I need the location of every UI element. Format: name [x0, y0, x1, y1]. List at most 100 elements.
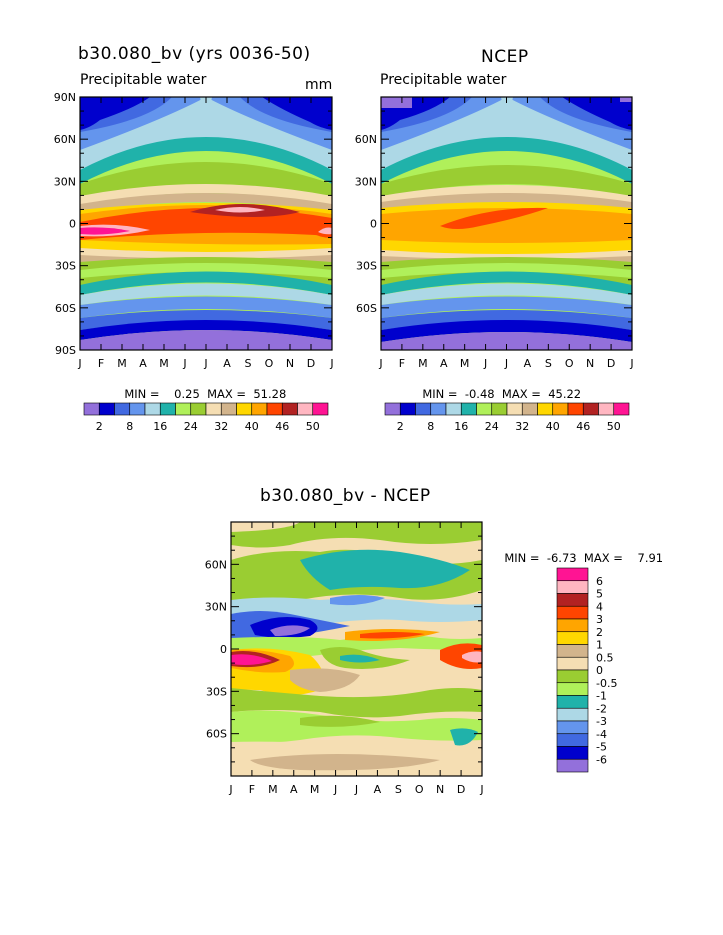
panel-b-colorbar-box [399, 402, 416, 416]
panel-c-xtick-label: S [395, 783, 402, 796]
panel-c-colorbar-label: -3 [596, 715, 607, 728]
panel-c-colorbar-label: -0.5 [596, 677, 617, 690]
panel-b-xtick-label: J [629, 357, 633, 370]
panel-b-title: NCEP [481, 47, 529, 67]
panel-a-xtick-label: J [329, 357, 333, 370]
panel-b-xtick-label: J [504, 357, 508, 370]
panel-a-xtick-label: D [307, 357, 315, 370]
panel-a-xtick-label: M [117, 357, 127, 370]
panel-a-ytick-label: 90N [54, 91, 76, 104]
panel-c-colorbar-label: -5 [596, 741, 607, 754]
panel-a-xtick-label: J [182, 357, 186, 370]
panel-b-xtick-label: N [586, 357, 594, 370]
panel-b-minmax: MIN = -0.48 MAX = 45.22 [422, 387, 582, 401]
panel-a-colorbar-label: 8 [126, 420, 133, 433]
colorbars-layer: 2 8 16 24 32 40 46 50 2 8 16 24 32 40 46 506543210.50-0… [83, 402, 630, 773]
panel-a-colorbar-box [281, 402, 298, 416]
panel-c-colorbar-box [556, 631, 589, 645]
panel-b-colorbar-label: 40 [546, 420, 560, 433]
panel-a-xtick-label: A [223, 357, 231, 370]
panel-a-ytick-label: 0 [69, 218, 76, 231]
panel-c-colorbar-box [556, 758, 589, 773]
panel-a-colorbar-box [159, 402, 176, 416]
panel-c-xtick-label: O [415, 783, 424, 796]
panel-c-colorbar-box [556, 669, 589, 684]
panel-c-title: b30.080_bv - NCEP [260, 486, 431, 506]
panel-a-ytick-label: 30N [54, 175, 76, 188]
panel-a-ytick-label: 60S [55, 302, 76, 315]
panel-b-colorbar-box [384, 402, 401, 416]
panel-b-colorbar-label: 50 [607, 420, 621, 433]
panel-b-xtick-label: A [440, 357, 448, 370]
panel-c-xtick-label: F [249, 783, 255, 796]
panel-c-colorbar-box [556, 605, 589, 620]
panel-b-xtick-label: J [378, 357, 382, 370]
panel-a-colorbar-label: 50 [306, 420, 320, 433]
panel-a-subtitle: Precipitable water [80, 72, 207, 88]
panel-c-xtick-label: M [268, 783, 278, 796]
panel-b-colorbar-box [567, 402, 584, 416]
panel-b-colorbar-box [552, 402, 569, 416]
panel-c-colorbar-box [556, 644, 589, 658]
panel-b-xtick-label: M [460, 357, 470, 370]
panel-c-colorbar-label: 5 [596, 588, 603, 601]
panel-b-colorbar-label: 16 [454, 420, 468, 433]
panel-c-xtick-label: A [374, 783, 382, 796]
panel-b-ytick-label: 30N [355, 175, 377, 188]
panel-a-colorbar-box [312, 402, 329, 416]
panel-c-colorbar-label: 0.5 [596, 651, 614, 664]
panel-b-colorbar-box [613, 402, 630, 416]
panel-b-colorbar-label: 8 [427, 420, 434, 433]
panel-a-colorbar-box [175, 402, 192, 416]
panel-c-xtick-label: J [479, 783, 483, 796]
panel-a-title: b30.080_bv (yrs 0036-50) [78, 44, 311, 64]
panel-b-subtitle: Precipitable water [380, 72, 507, 88]
panel-a-xtick-label: S [245, 357, 252, 370]
panel-b-xtick-label: S [545, 357, 552, 370]
panel-a-colorbar-label: 24 [184, 420, 198, 433]
panel-c-colorbar-label: -4 [596, 728, 607, 741]
panel-c-xtick-label: J [228, 783, 232, 796]
panel-b-xtick-label: A [524, 357, 532, 370]
panel-c-xtick-label: A [290, 783, 298, 796]
panel-c-colorbar-box [556, 593, 589, 607]
panel-c-colorbar-box [556, 682, 589, 696]
panel-b-colorbar-box [430, 402, 447, 416]
panel-b-colorbar-label: 46 [576, 420, 590, 433]
panel-b-xtick-label: J [483, 357, 487, 370]
panel-c-xtick-label: J [333, 783, 337, 796]
panel-c-colorbar-label: 0 [596, 664, 603, 677]
panel-c-colorbar-label: -2 [596, 702, 607, 715]
panel-b-colorbar-label: 2 [397, 420, 404, 433]
panel-a-xtick-label: F [98, 357, 104, 370]
panel-b-colorbar-box [491, 402, 508, 416]
panel-a-colorbar-box [297, 402, 314, 416]
panel-c-colorbar-label: 1 [596, 639, 603, 652]
panel-b-ytick-label: 60N [355, 133, 377, 146]
panel-a-xtick-label: J [203, 357, 207, 370]
panel-a-colorbar-box [83, 402, 100, 416]
panel-a-xtick-label: O [265, 357, 274, 370]
panel-c-colorbar-label: 2 [596, 626, 603, 639]
panel-c-colorbar-label: 4 [596, 600, 603, 613]
panel-c-colorbar-box [556, 567, 589, 582]
panel-b-colorbar-box [521, 402, 538, 416]
panel-a-colorbar-label: 46 [275, 420, 289, 433]
panel-a-xtick-label: M [159, 357, 169, 370]
panel-c-ytick-label: 30N [205, 601, 227, 614]
panel-a-colorbar-box [114, 402, 131, 416]
panel-a-map [80, 97, 332, 350]
panel-a-colorbar-box [251, 402, 268, 416]
panel-c-colorbar-label: 3 [596, 613, 603, 626]
panel-c-ytick-label: 30S [206, 685, 227, 698]
panel-c-colorbar-box [556, 695, 589, 709]
panel-a-colorbar-label: 32 [214, 420, 228, 433]
panel-b-xtick-label: D [607, 357, 615, 370]
panel-b-colorbar-label: 24 [485, 420, 499, 433]
panel-c-xtick-label: N [436, 783, 444, 796]
panel-b-ytick-label: 0 [370, 218, 377, 231]
panel-a-colorbar-box [266, 402, 283, 416]
panel-a-minmax: MIN = 0.25 MAX = 51.28 [124, 387, 287, 401]
panel-a-xtick-label: A [139, 357, 147, 370]
